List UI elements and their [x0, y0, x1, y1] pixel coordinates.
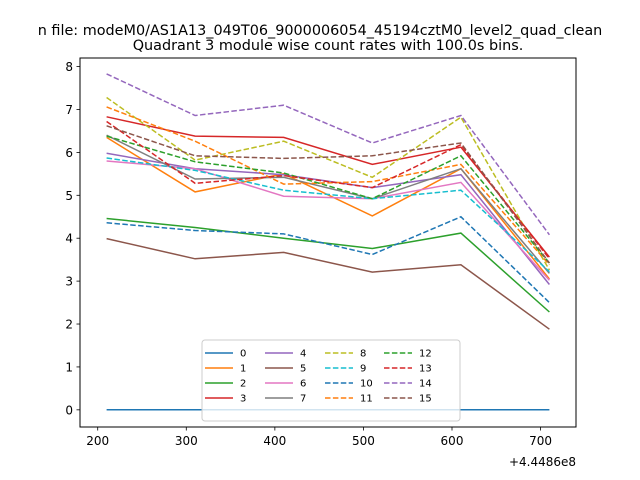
legend-box: [201, 339, 461, 422]
series-line-10: [106, 215, 550, 304]
legend-label-9: 9: [360, 364, 366, 375]
legend-label-14: 14: [419, 379, 432, 390]
y-tick-label: 0: [65, 403, 73, 417]
legend-label-2: 2: [240, 379, 246, 390]
series-line-2: [106, 217, 550, 313]
series-line-11: [106, 106, 550, 266]
legend-label-8: 8: [360, 349, 366, 360]
y-tick-label: 7: [65, 103, 73, 117]
series-line-3: [106, 116, 550, 258]
legend-label-0: 0: [240, 349, 246, 360]
legend-label-11: 11: [360, 394, 373, 405]
x-offset-label: +4.4486e8: [509, 455, 576, 469]
legend-label-3: 3: [240, 394, 246, 405]
x-tick-label: 200: [86, 434, 109, 448]
series-line-8: [106, 96, 551, 271]
x-tick-label: 600: [441, 434, 464, 448]
y-tick-label: 3: [65, 275, 73, 289]
legend-label-15: 15: [419, 394, 432, 405]
legend-label-4: 4: [300, 349, 306, 360]
series-line-15: [106, 125, 551, 264]
y-tick-label: 5: [65, 189, 73, 203]
y-tick-label: 6: [65, 146, 73, 160]
y-tick-label: 1: [65, 360, 73, 374]
x-tick-label: 500: [352, 434, 375, 448]
series-line-5: [106, 237, 550, 330]
legend-label-10: 10: [360, 379, 373, 390]
series-lines: [106, 73, 551, 411]
x-tick-label: 700: [529, 434, 552, 448]
axes-frame: [79, 57, 577, 428]
y-tick-label: 2: [65, 318, 73, 332]
series-line-6: [106, 160, 550, 281]
series-line-9: [106, 157, 550, 273]
series-line-12: [106, 135, 550, 264]
series-line-13: [106, 120, 550, 260]
series-line-7: [106, 134, 550, 274]
y-tick-label: 8: [65, 60, 73, 74]
x-tick-label: 300: [175, 434, 198, 448]
y-tick-label: 4: [65, 232, 73, 246]
series-line-14: [106, 73, 551, 236]
legend-label-6: 6: [300, 379, 306, 390]
legend-label-1: 1: [240, 364, 246, 375]
x-tick-label: 400: [263, 434, 286, 448]
legend-label-5: 5: [300, 364, 306, 375]
legend-label-12: 12: [419, 349, 432, 360]
legend-label-7: 7: [300, 394, 306, 405]
figure-suptitle: n file: modeM0/AS1A13_049T06_9000006054_…: [38, 23, 603, 39]
legend-label-13: 13: [419, 364, 432, 375]
chart-title: Quadrant 3 module wise count rates with …: [133, 38, 524, 54]
